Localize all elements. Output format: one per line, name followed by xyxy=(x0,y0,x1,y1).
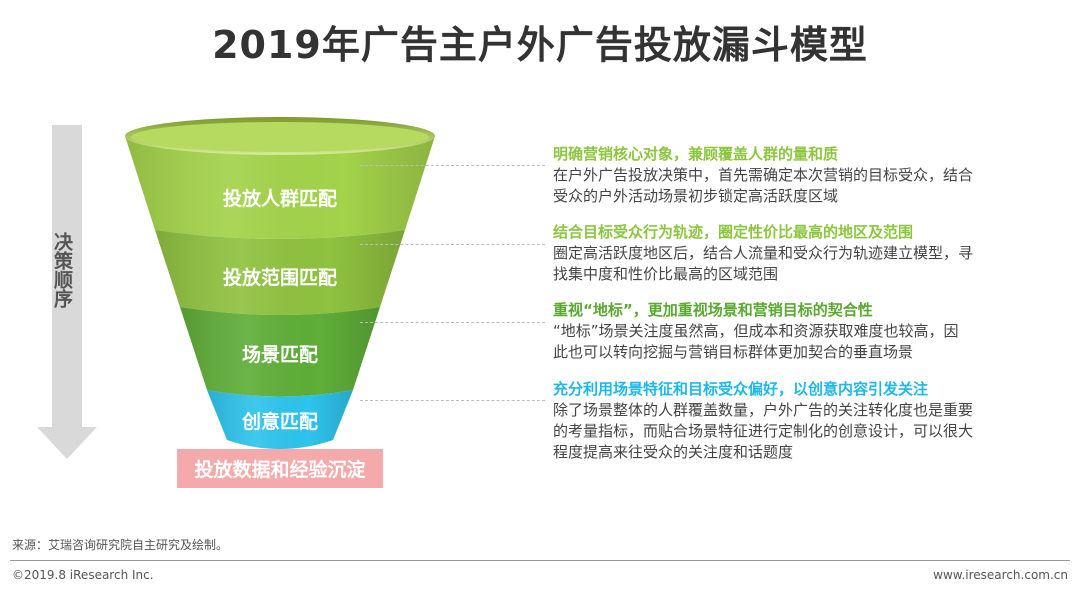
point-3-body: “地标”场景关注度虽然高，但成本和资源获取难度也较高，因 此也可以转向挖掘与营销… xyxy=(553,321,1053,363)
point-4: 充分利用场景特征和目标受众偏好，以创意内容引发关注 除了场景整体的人群覆盖数量，… xyxy=(553,379,1053,463)
point-3: 重视“地标”，更加重视场景和营销目标的契合性 “地标”场景关注度虽然高，但成本和… xyxy=(553,300,1053,363)
point-2: 结合目标受众行为轨迹，圈定性价比最高的地区及范围 圈定高活跃度地区后，结合人流量… xyxy=(553,222,1053,285)
leader-line-2 xyxy=(360,244,545,245)
point-1-line-1: 在户外广告投放决策中，首先需确定本次营销的目标受众，结合 xyxy=(553,166,974,184)
funnel-stage-2: 投放范围匹配 xyxy=(155,230,405,315)
point-2-body: 圈定高活跃度地区后，结合人流量和受众行为轨迹建立模型，寻 找集中度和性价比最高的… xyxy=(553,243,1053,285)
website-link[interactable]: www.iresearch.com.cn xyxy=(933,568,1068,582)
funnel-base-label: 投放数据和经验沉淀 xyxy=(194,458,366,481)
funnel-stage-3-label: 场景匹配 xyxy=(242,344,318,366)
point-4-heading: 充分利用场景特征和目标受众偏好，以创意内容引发关注 xyxy=(553,380,929,398)
point-3-line-1: “地标”场景关注度虽然高，但成本和资源获取难度也较高，因 xyxy=(553,322,959,340)
funnel-stage-1: 投放人群匹配 xyxy=(125,136,435,239)
copyright: ©2019.8 iResearch Inc. xyxy=(12,568,154,582)
funnel-stage-2-label: 投放范围匹配 xyxy=(223,266,337,289)
leader-line-3 xyxy=(360,322,545,323)
page-title: 2019年广告主户外广告投放漏斗模型 xyxy=(212,23,868,67)
funnel-rim xyxy=(125,117,435,155)
point-1-line-2: 受众的户外活动场景初步锁定高活跃度区域 xyxy=(553,187,839,205)
point-4-body: 除了场景整体的人群覆盖数量，户外广告的关注转化度也是重要 的考量指标，而贴合场景… xyxy=(553,400,1053,463)
decision-arrow-icon xyxy=(37,125,97,459)
source-note: 来源：艾瑞咨询研究院自主研究及绘制。 xyxy=(12,538,229,552)
funnel-base: 投放数据和经验沉淀 xyxy=(177,449,383,488)
point-1-heading: 明确营销核心对象，兼顾覆盖人群的量和质 xyxy=(553,145,839,163)
footer-divider xyxy=(10,560,1070,561)
funnel-stage-1-label: 投放人群匹配 xyxy=(223,187,337,210)
point-2-line-2: 找集中度和性价比最高的区域范围 xyxy=(553,265,779,283)
leader-line-1 xyxy=(360,165,545,166)
point-1: 明确营销核心对象，兼顾覆盖人群的量和质 在户外广告投放决策中，首先需确定本次营销… xyxy=(553,144,1053,207)
point-3-line-2: 此也可以转向挖掘与营销目标群体更加契合的垂直场景 xyxy=(553,343,914,361)
funnel-stage-3: 场景匹配 xyxy=(180,307,380,397)
point-2-line-1: 圈定高活跃度地区后，结合人流量和受众行为轨迹建立模型，寻 xyxy=(553,244,974,262)
leader-line-4 xyxy=(360,400,545,401)
decision-order-label: 决策顺序 xyxy=(51,232,73,308)
funnel-stage-4: 创意匹配 xyxy=(207,390,353,449)
point-2-heading: 结合目标受众行为轨迹，圈定性价比最高的地区及范围 xyxy=(553,223,914,241)
point-4-line-3: 程度提高来往受众的关注度和话题度 xyxy=(553,443,794,461)
point-4-line-2: 的考量指标，而贴合场景特征进行定制化的创意设计，可以很大 xyxy=(553,422,974,440)
point-4-line-1: 除了场景整体的人群覆盖数量，户外广告的关注转化度也是重要 xyxy=(553,401,974,419)
point-1-body: 在户外广告投放决策中，首先需确定本次营销的目标受众，结合 受众的户外活动场景初步… xyxy=(553,165,1053,207)
point-3-heading: 重视“地标”，更加重视场景和营销目标的契合性 xyxy=(553,301,873,319)
funnel-stage-4-label: 创意匹配 xyxy=(241,410,318,433)
